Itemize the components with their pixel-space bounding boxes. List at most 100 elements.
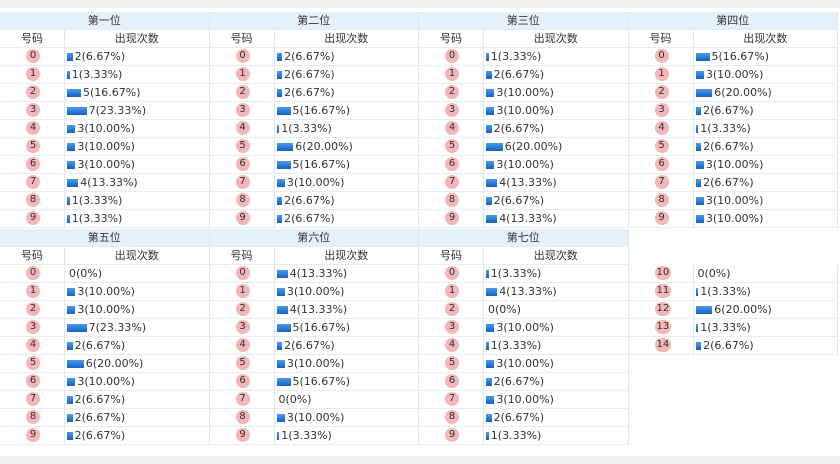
- count-cell: 2(6.67%): [693, 138, 838, 156]
- number-cell: 1: [419, 283, 484, 301]
- number-ball: 0: [445, 49, 459, 63]
- number-cell: 9: [0, 210, 65, 228]
- number-ball: 0: [235, 49, 250, 63]
- number-cell: 14: [628, 337, 694, 355]
- count-label: 3(10.00%): [286, 357, 345, 370]
- count-label: 2(6.67%): [493, 411, 545, 424]
- count-label: 5(16.67%): [292, 104, 351, 117]
- count-bar: [486, 89, 495, 97]
- count-label: 2(6.67%): [74, 411, 126, 424]
- number-ball: 2: [445, 85, 459, 99]
- count-bar: [67, 179, 79, 187]
- count-bar: [276, 179, 285, 187]
- number-ball: 7: [26, 175, 40, 189]
- number-cell: 0: [209, 265, 275, 283]
- count-bar: [695, 179, 702, 187]
- column-header: 出现次数: [65, 247, 210, 265]
- count-cell: 3(10.00%): [274, 174, 419, 192]
- column-header: 出现次数: [693, 30, 838, 48]
- number-ball: 3: [654, 103, 669, 117]
- count-label: 2(6.67%): [493, 194, 545, 207]
- count-bar: [67, 53, 73, 61]
- count-bar: [695, 288, 699, 296]
- count-bar: [486, 396, 495, 404]
- number-cell: 1: [0, 66, 65, 84]
- count-cell: 3(10.00%): [484, 319, 629, 337]
- count-label: 3(10.00%): [496, 357, 554, 370]
- count-label: 3(10.00%): [705, 212, 764, 225]
- count-cell: 1(3.33%): [484, 265, 629, 283]
- number-cell: 5: [0, 138, 65, 156]
- count-bar: [276, 342, 283, 350]
- count-bar: [486, 414, 492, 422]
- number-ball: 7: [235, 392, 250, 406]
- count-label: 2(6.67%): [74, 50, 126, 63]
- count-bar: [486, 270, 489, 278]
- count-label: 5(16.67%): [292, 321, 351, 334]
- number-ball: 6: [445, 374, 459, 388]
- number-cell: 3: [0, 102, 65, 120]
- count-bar: [67, 324, 87, 332]
- count-cell: 2(6.67%): [274, 66, 419, 84]
- number-ball: 0: [445, 266, 459, 280]
- number-cell: 1: [419, 66, 484, 84]
- number-ball: 2: [654, 85, 669, 99]
- count-cell: 4(13.33%): [274, 301, 419, 319]
- top-strip: [0, 0, 840, 8]
- count-cell: 2(6.67%): [274, 48, 419, 66]
- number-cell: 8: [209, 409, 275, 427]
- number-ball: 8: [445, 193, 459, 207]
- count-label: 2(6.67%): [74, 393, 126, 406]
- number-cell: 7: [0, 391, 65, 409]
- count-cell: 3(10.00%): [484, 84, 629, 102]
- count-label: 1(3.33%): [490, 267, 542, 280]
- count-bar: [695, 53, 710, 61]
- number-ball: 3: [26, 320, 40, 334]
- count-cell: 2(6.67%): [693, 337, 838, 355]
- number-ball: 4: [26, 121, 40, 135]
- count-label: 2(6.67%): [74, 429, 126, 442]
- count-cell: 2(6.67%): [484, 120, 629, 138]
- count-label: 3(10.00%): [705, 68, 764, 81]
- count-bar: [67, 342, 73, 350]
- count-label: 1(3.33%): [281, 122, 332, 135]
- count-cell: 2(6.67%): [65, 391, 210, 409]
- count-cell: 1(3.33%): [693, 283, 838, 301]
- number-ball: 8: [445, 410, 459, 424]
- number-ball: 1: [445, 284, 459, 298]
- count-bar: [276, 378, 291, 386]
- column-header: 号码: [419, 247, 484, 265]
- number-ball: 4: [654, 121, 669, 135]
- number-ball: 4: [445, 121, 459, 135]
- number-ball: 13: [654, 320, 672, 334]
- count-bar: [67, 125, 76, 133]
- number-ball: 14: [654, 338, 672, 352]
- count-cell: 0(0%): [484, 301, 629, 319]
- number-ball: 7: [654, 175, 669, 189]
- count-label: 2(6.67%): [703, 339, 754, 352]
- number-ball: 6: [654, 157, 669, 171]
- number-cell: 1: [0, 283, 65, 301]
- count-cell: 2(6.67%): [484, 373, 629, 391]
- number-ball: 1: [26, 67, 40, 81]
- count-cell: 2(6.67%): [484, 409, 629, 427]
- count-bar: [486, 342, 489, 350]
- count-cell: 3(10.00%): [65, 120, 210, 138]
- number-ball: 0: [26, 266, 40, 280]
- number-cell: 2: [209, 84, 275, 102]
- bottom-strip: [0, 456, 840, 464]
- count-label: 1(3.33%): [700, 285, 751, 298]
- count-label: 3(10.00%): [286, 285, 345, 298]
- number-ball: 6: [235, 157, 250, 171]
- count-bar: [695, 306, 713, 314]
- number-cell: 4: [209, 337, 275, 355]
- count-cell: 0(0%): [65, 265, 210, 283]
- number-cell: 3: [628, 102, 694, 120]
- count-cell: 1(3.33%): [693, 319, 838, 337]
- count-label: 5(16.67%): [711, 50, 770, 63]
- panel-title: 第二位: [209, 12, 419, 30]
- count-bar: [67, 71, 70, 79]
- number-cell: 9: [209, 427, 275, 445]
- count-cell: 3(10.00%): [65, 283, 210, 301]
- count-label: 3(10.00%): [77, 285, 135, 298]
